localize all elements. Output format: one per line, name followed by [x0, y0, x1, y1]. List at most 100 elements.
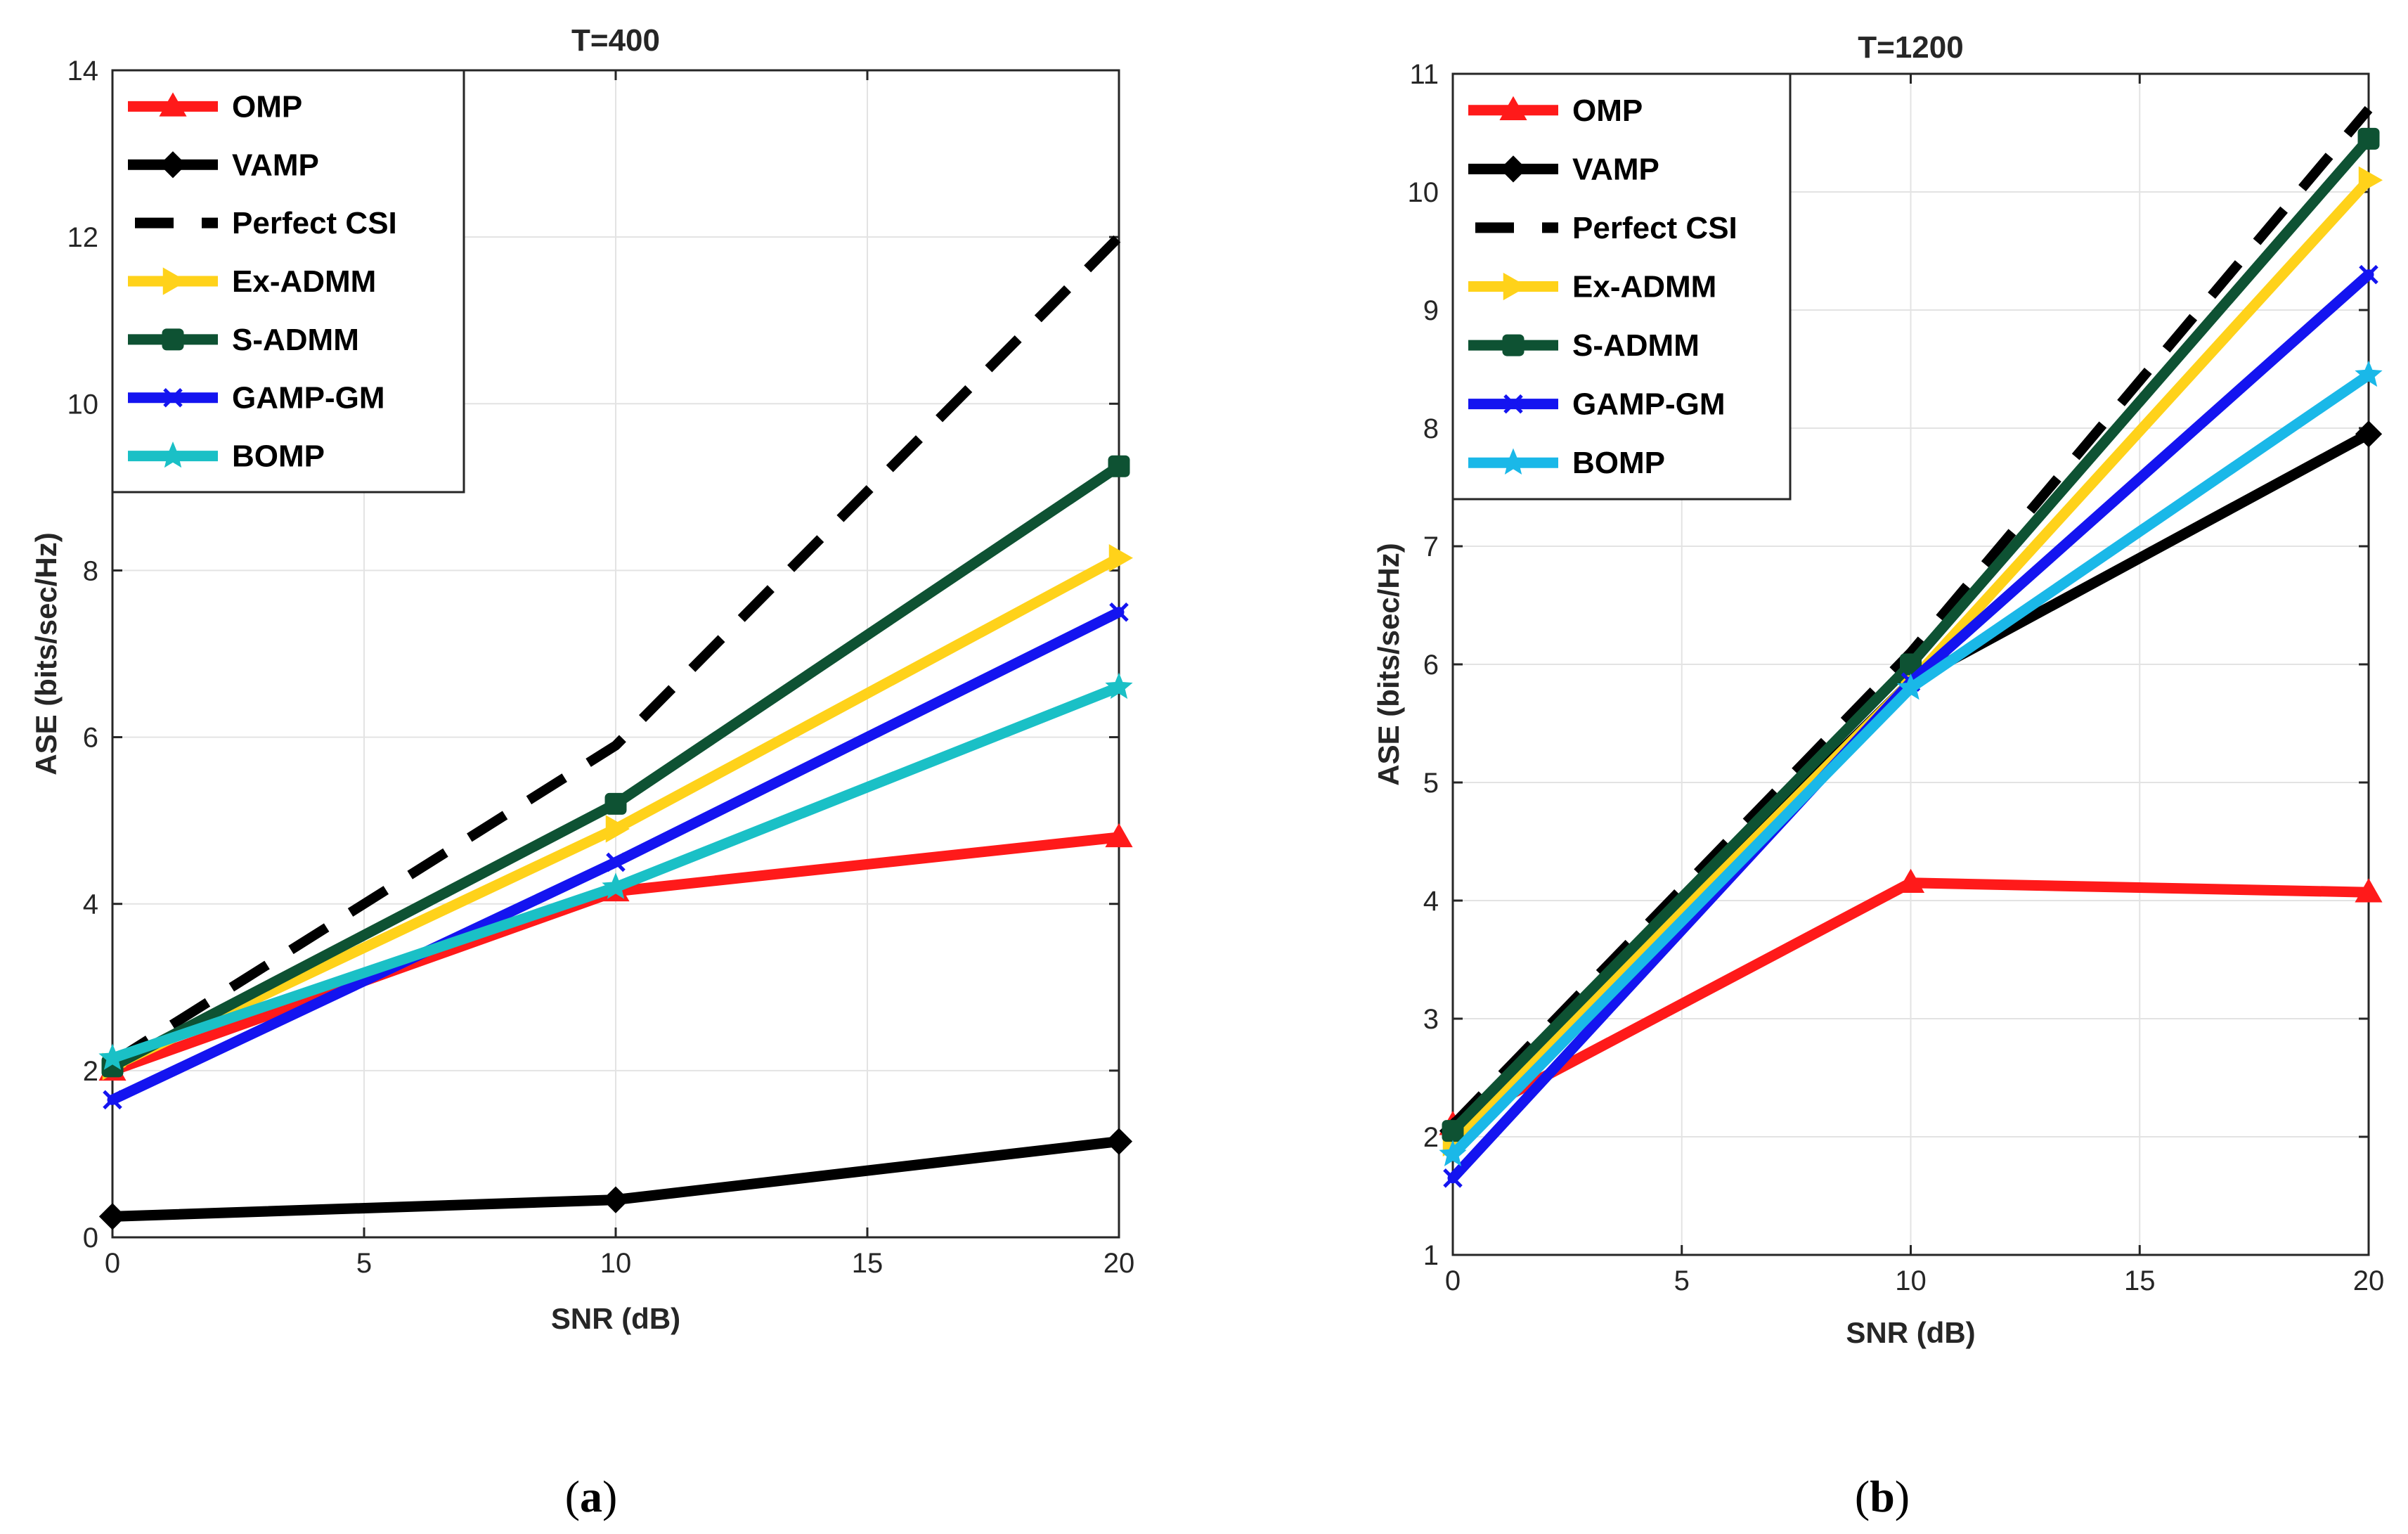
series-group: [1439, 105, 2383, 1188]
legend-entry-omp-marker: [159, 92, 187, 117]
series-bomp: [1439, 360, 2383, 1166]
series-vamp-marker: [1105, 1128, 1133, 1155]
legend-entry-vamp-marker: [1499, 155, 1527, 183]
series-ex-admm-marker: [605, 815, 630, 843]
x-tick-label: 0: [105, 1248, 120, 1279]
y-tick-label: 9: [1423, 295, 1439, 326]
y-tick-label: 6: [1423, 650, 1439, 681]
legend-entry-omp-marker: [1499, 96, 1527, 121]
legend-entry-perfect-csi: Perfect CSI: [1475, 211, 1737, 245]
chart-title: T=400: [571, 23, 660, 58]
legend-entry-vamp: VAMP: [1468, 152, 1659, 186]
y-tick-label: 10: [67, 389, 99, 420]
series-vamp-marker: [602, 1186, 630, 1213]
series-bomp-marker: [1105, 672, 1133, 700]
series-s-admm-marker: [1442, 1120, 1464, 1142]
series-gamp-gm-marker: [103, 1090, 122, 1110]
x-tick-label: 20: [1103, 1248, 1135, 1279]
series-gamp-gm-marker: [2359, 264, 2378, 285]
y-tick-label: 0: [83, 1223, 98, 1253]
chart-panel-b: 0 5 10 15 20 1 2 3 4 5 6 7 8 9 10 11 T=1200 SNR (dB) ASE (…: [1372, 30, 2384, 1521]
series-gamp-gm-marker: [1443, 1168, 1463, 1188]
y-tick-label: 2: [1423, 1122, 1439, 1153]
x-axis-label: SNR (dB): [551, 1302, 680, 1335]
x-tick-label: 15: [2124, 1265, 2156, 1296]
series-ex-admm-marker: [1108, 544, 1134, 572]
legend-entry-ex-admm: Ex-ADMM: [1468, 270, 1716, 304]
y-tick-label: 1: [1423, 1240, 1439, 1271]
panel-caption: (b): [1855, 1471, 1910, 1521]
x-tick-label: 5: [1674, 1265, 1690, 1296]
y-tick-label: 2: [83, 1056, 98, 1087]
legend-entry-perfect-csi: Perfect CSI: [135, 206, 397, 240]
chart-title: T=1200: [1858, 30, 1963, 65]
series-bomp-marker: [2355, 360, 2383, 387]
legend-entry-bomp: BOMP: [128, 439, 325, 474]
legend-entry-omp: OMP: [128, 89, 302, 124]
series-s-admm-marker: [604, 792, 627, 815]
y-tick-label: 10: [1408, 177, 1439, 208]
legend-entry-perfect-csi-label: Perfect CSI: [232, 206, 397, 240]
series-perfect-csi: [110, 233, 1122, 1066]
legend-entry-gamp-gm-marker: [1503, 394, 1523, 414]
legend-entry-s-admm: S-ADMM: [1468, 328, 1700, 363]
panel-caption: (a): [565, 1471, 618, 1521]
legend-entry-s-admm-label: S-ADMM: [1572, 328, 1700, 363]
legend-entry-omp-label: OMP: [1572, 94, 1643, 128]
x-tick-label: 5: [356, 1248, 372, 1279]
legend-entry-ex-admm-marker: [162, 267, 188, 295]
chart-panel-a: 0 5 10 15 20 0 2 4 6 8 10 12 14 T=400 SNR (dB) ASE (bit…: [30, 23, 1134, 1521]
series-perfect-csi: [1449, 105, 2373, 1129]
legend-entry-vamp: VAMP: [128, 148, 319, 182]
legend-entry-bomp-label: BOMP: [1572, 446, 1665, 480]
series-bomp: [98, 672, 1133, 1070]
legend-entry-bomp-label: BOMP: [232, 439, 325, 474]
series-group: [98, 233, 1134, 1230]
legend-entry-ex-admm-marker: [1503, 272, 1528, 301]
series-omp-marker: [2355, 878, 2383, 903]
series-gamp-gm-marker: [606, 852, 626, 872]
x-axis-label: SNR (dB): [1846, 1316, 1975, 1349]
series-s-admm-marker: [1108, 455, 1130, 477]
legend-entry-omp: OMP: [1468, 94, 1643, 128]
series-omp-marker: [1105, 823, 1133, 848]
series-vamp-marker: [98, 1203, 127, 1230]
legend-entry-s-admm-label: S-ADMM: [232, 323, 359, 357]
x-tick-label: 10: [1895, 1265, 1927, 1296]
legend-entry-s-admm-marker: [1502, 334, 1525, 356]
legend-entry-ex-admm: Ex-ADMM: [128, 264, 376, 299]
series-bomp-marker: [1896, 673, 1925, 700]
legend-entry-gamp-gm: GAMP-GM: [1468, 387, 1726, 422]
series-omp-marker: [1896, 868, 1925, 894]
series-gamp-gm: [103, 602, 1129, 1110]
x-tick-label: 20: [2353, 1265, 2385, 1296]
series-s-admm-marker: [2357, 127, 2380, 150]
legend-entry-vamp-label: VAMP: [232, 148, 319, 182]
series-bomp-marker: [602, 872, 630, 899]
series-vamp-marker: [2355, 420, 2383, 448]
legend-entry-vamp-marker: [159, 151, 187, 179]
series-gamp-gm-marker: [1109, 602, 1129, 622]
legend-entry-gamp-gm-marker: [163, 387, 183, 408]
series-ex-admm-marker: [2358, 166, 2383, 194]
legend-entry-bomp-marker: [159, 441, 187, 468]
legend: OMP VAMP Perfect CSI Ex-ADMM S-ADMM GAMP-GM BO…: [1451, 72, 1792, 501]
series-perfect-csi-line: [1449, 105, 2373, 1129]
y-tick-label: 12: [67, 222, 99, 253]
legend-entry-bomp-marker: [1499, 448, 1527, 475]
legend-entry-s-admm-marker: [162, 328, 184, 351]
legend-entry-ex-admm-label: Ex-ADMM: [232, 264, 376, 299]
legend-entry-ex-admm-label: Ex-ADMM: [1572, 270, 1716, 304]
legend-entry-vamp-label: VAMP: [1572, 152, 1659, 186]
series-bomp-marker: [1439, 1140, 1467, 1166]
y-tick-label: 4: [1423, 886, 1439, 917]
legend-entry-perfect-csi-label: Perfect CSI: [1572, 211, 1737, 245]
legend-entry-omp-label: OMP: [232, 89, 302, 124]
y-tick-label: 3: [1423, 1004, 1439, 1035]
y-tick-label: 14: [67, 56, 99, 86]
x-tick-label: 0: [1445, 1265, 1461, 1296]
series-bomp-marker: [98, 1043, 127, 1070]
x-tick-label: 10: [600, 1248, 632, 1279]
y-axis-label: ASE (bits/sec/Hz): [1372, 543, 1405, 785]
